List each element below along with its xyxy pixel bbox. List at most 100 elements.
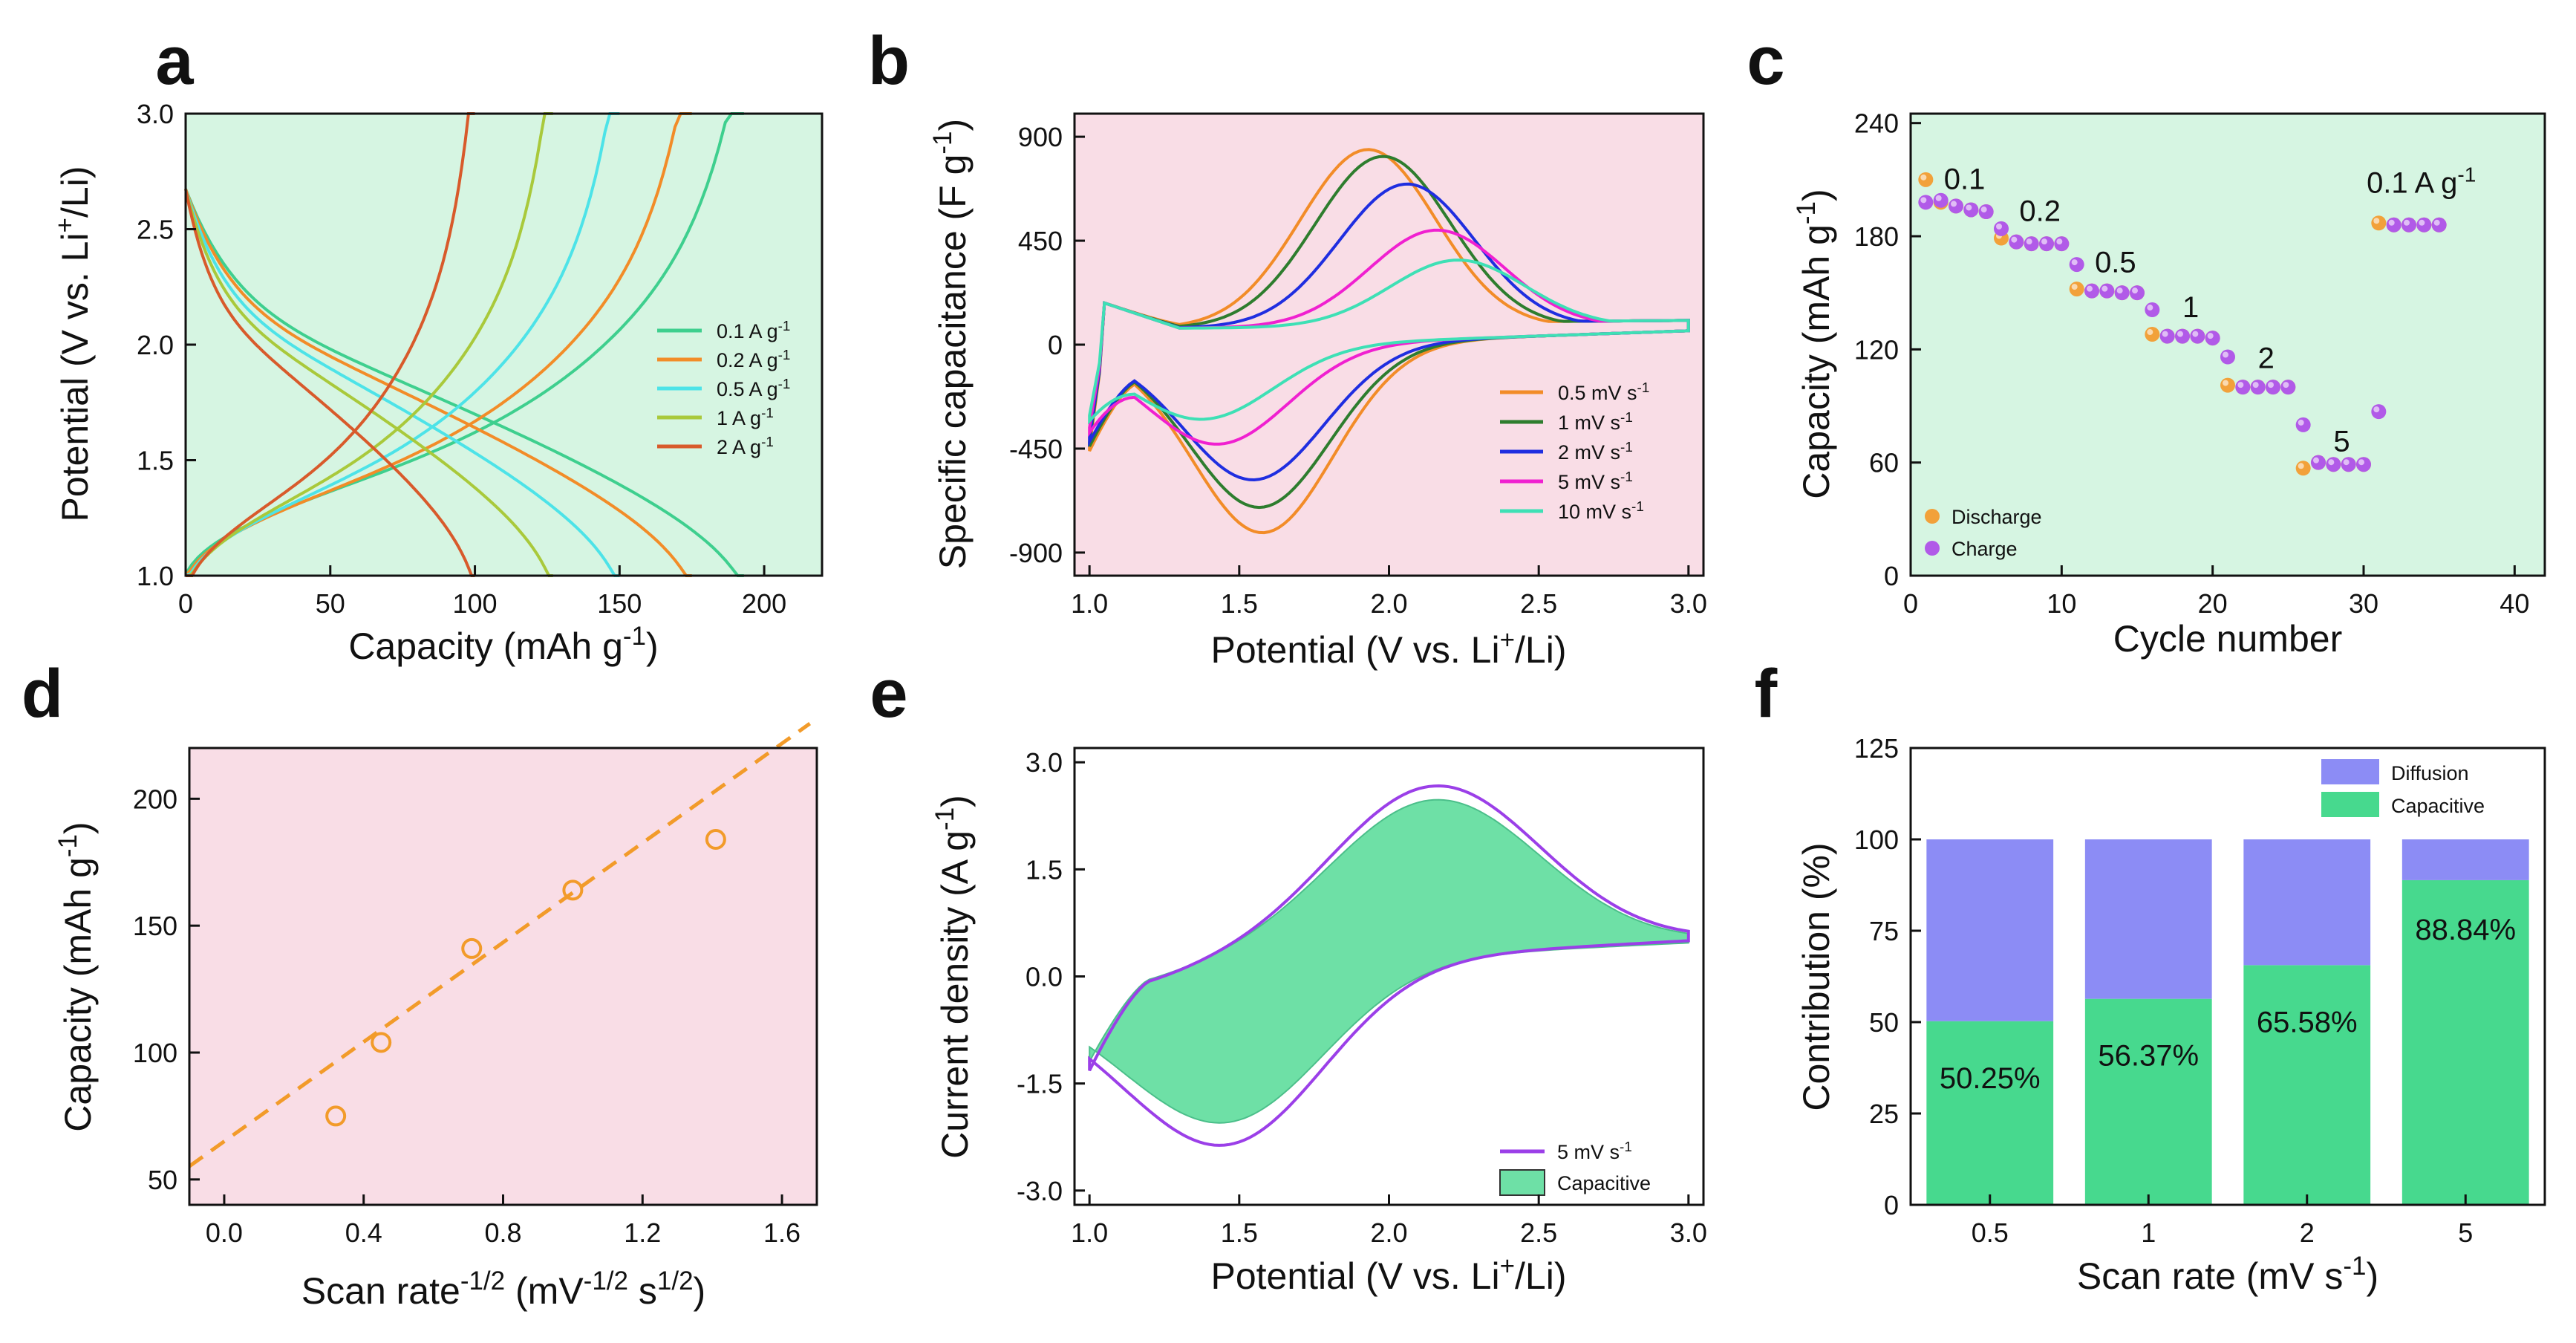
- cv-curve: [1088, 258, 1690, 425]
- charge-point: [2084, 283, 2099, 299]
- legend-label: 5 mV s-1: [1557, 1139, 1632, 1164]
- x-tick-label: 0.4: [345, 1217, 382, 1248]
- y-tick-label: -450: [1009, 434, 1063, 464]
- point-highlight: [1951, 201, 1957, 207]
- bar-value-label: 88.84%: [2415, 914, 2516, 946]
- point-highlight: [2373, 218, 2380, 224]
- point-highlight: [2177, 331, 2183, 337]
- discharge-curve: [184, 189, 475, 577]
- data-point: [562, 879, 584, 901]
- x-tick-label: 0: [178, 588, 193, 619]
- y-tick-label: 125: [1854, 733, 1899, 764]
- point-highlight: [2268, 382, 2274, 388]
- point-highlight: [2313, 457, 2319, 464]
- charge-point: [2159, 328, 2175, 344]
- charge-curve: [186, 112, 475, 577]
- charge-point: [2205, 331, 2220, 346]
- point-highlight: [2192, 331, 2199, 337]
- plot-background: [189, 748, 817, 1205]
- x-tick-label: 1: [2141, 1217, 2156, 1248]
- x-tick-label: 2.0: [1370, 588, 1407, 619]
- axis-frame: [1909, 747, 2546, 1206]
- point-highlight: [1966, 204, 1972, 211]
- y-tick-label: 450: [1018, 226, 1063, 256]
- charge-point: [2386, 217, 2401, 232]
- point-highlight: [2041, 238, 2047, 245]
- y-tick-label: 1.5: [137, 446, 174, 476]
- x-tick-label: 1.0: [1071, 1217, 1108, 1248]
- charge-point: [1978, 204, 1994, 220]
- charge-curve: [185, 112, 620, 577]
- y-tick-label: 50: [1869, 1007, 1899, 1038]
- x-tick-label: 20: [2198, 588, 2228, 619]
- y-tick-label: 900: [1018, 122, 1063, 152]
- bar-value-label: 56.37%: [2098, 1040, 2199, 1073]
- x-tick-label: 5: [2458, 1217, 2473, 1248]
- point-highlight: [2147, 305, 2153, 311]
- y-tick-label: -1.5: [1017, 1069, 1063, 1099]
- axis-frame: [1909, 112, 2546, 577]
- rate-annotation: 0.1: [1944, 163, 1986, 196]
- x-axis-title: Potential (V vs. Li+/Li): [1211, 625, 1567, 672]
- point-highlight: [2223, 351, 2228, 358]
- point-highlight: [2283, 382, 2289, 388]
- panel-c: 0.1 0.2 0.5 1 2 5 0.1 A g-1 Discharge Charge 0 10 2…: [1747, 23, 2546, 660]
- point-highlight: [2207, 333, 2214, 339]
- x-tick-label: 10: [2047, 588, 2076, 619]
- discharge-point: [2145, 327, 2160, 342]
- diffusion-bar: [2401, 839, 2529, 880]
- discharge-point: [2069, 282, 2084, 297]
- legend-label: 1 mV s-1: [1558, 410, 1633, 435]
- charge-point: [1918, 195, 1934, 210]
- legend-label: 0.5 mV s-1: [1558, 380, 1649, 405]
- x-axis-title: Potential (V vs. Li+/Li): [1211, 1252, 1567, 1298]
- panel-letter: d: [22, 656, 63, 732]
- panel-letter: b: [868, 23, 910, 99]
- rate-annotation: 5: [2333, 425, 2350, 458]
- bar-value-label: 65.58%: [2257, 1006, 2358, 1038]
- x-tick-label: 30: [2349, 588, 2378, 619]
- x-axis-title: Cycle number: [2113, 618, 2342, 660]
- discharge-point: [2371, 215, 2387, 231]
- y-tick-label: 1.0: [137, 561, 174, 591]
- legend-swatch: [1499, 1169, 1545, 1196]
- point-highlight: [1980, 207, 1987, 213]
- discharge-point: [2220, 377, 2235, 393]
- y-tick-label: 50: [148, 1165, 177, 1195]
- y-tick-label: 60: [1869, 448, 1899, 478]
- rate-annotation: 0.1 A g-1: [2367, 163, 2476, 200]
- point-highlight: [2147, 329, 2153, 336]
- charge-point: [2039, 236, 2054, 252]
- legend-label: Charge: [1951, 538, 2018, 560]
- rate-annotation: 1: [2182, 291, 2199, 324]
- point-highlight: [2071, 259, 2078, 266]
- x-tick-label: 150: [597, 588, 642, 619]
- x-tick-label: 50: [316, 588, 345, 619]
- panel-letter: f: [1755, 656, 1778, 732]
- y-tick-label: 150: [133, 911, 177, 941]
- y-axis-title: Contribution (%): [1796, 842, 1837, 1111]
- y-tick-label: 100: [133, 1038, 177, 1068]
- discharge-point: [1918, 172, 1934, 187]
- y-tick-label: 2.5: [137, 215, 174, 245]
- x-tick-label: 1.2: [624, 1217, 661, 1248]
- point-highlight: [2087, 285, 2093, 292]
- point-highlight: [1920, 197, 1927, 204]
- charge-point: [2326, 457, 2341, 472]
- legend-label: Diffusion: [2391, 762, 2469, 784]
- data-point: [371, 1032, 392, 1053]
- discharge-curve: [184, 188, 744, 577]
- data-point: [705, 829, 726, 850]
- charge-point: [2145, 302, 2160, 318]
- x-tick-label: 40: [2500, 588, 2529, 619]
- capacitive-bar: [2401, 879, 2529, 1205]
- charge-point: [2371, 404, 2387, 420]
- charge-point: [2114, 285, 2130, 301]
- point-highlight: [2328, 459, 2335, 466]
- charge-point: [2356, 457, 2371, 472]
- point-highlight: [2071, 284, 2078, 290]
- x-tick-label: 3.0: [1670, 1217, 1707, 1248]
- y-axis-title: Current density (A g-1): [930, 795, 976, 1159]
- point-highlight: [2056, 238, 2063, 245]
- legend-label: 1 A g-1: [717, 406, 774, 430]
